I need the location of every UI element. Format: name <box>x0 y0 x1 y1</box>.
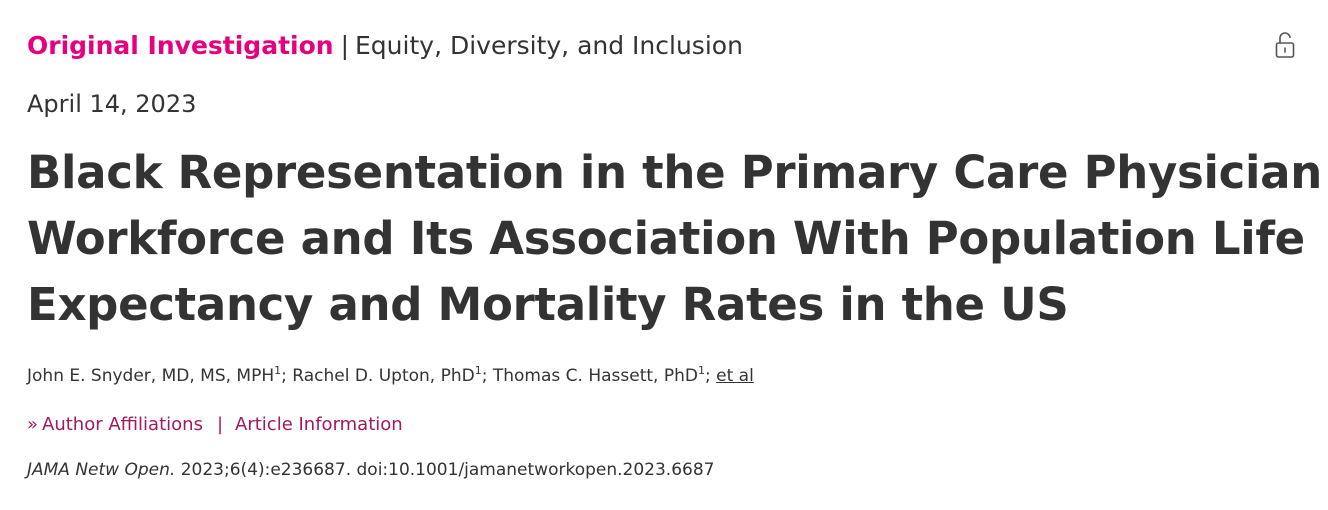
links-separator: | <box>216 414 224 435</box>
title-line: Black Representation in the Primary Care… <box>27 146 1322 199</box>
article-information-link[interactable]: Article Information <box>235 414 403 435</box>
author-affiliations-link[interactable]: » Author Affiliations <box>27 414 203 435</box>
author-name[interactable]: John E. Snyder, MD, MS, MPH <box>27 366 275 386</box>
article-kicker: Original Investigation | Equity, Diversity… <box>27 29 743 63</box>
author-name[interactable]: Thomas C. Hassett, PhD <box>492 366 698 386</box>
publication-date: April 14, 2023 <box>27 90 197 118</box>
affiliation-marker: 1 <box>274 364 282 377</box>
affiliation-marker: 1 <box>697 364 705 377</box>
affiliation-marker: 1 <box>474 364 482 377</box>
journal-abbrev: JAMA Netw Open. <box>27 460 176 480</box>
citation-details: 2023;6(4):e236687. doi:10.1001/jamanetwo… <box>180 460 715 480</box>
author-separator: ; <box>704 366 717 386</box>
article-title: Black Representation in the Primary Care… <box>27 140 1322 338</box>
title-line: Workforce and Its Association With Popul… <box>27 212 1305 265</box>
kicker-separator: | <box>340 31 350 60</box>
title-line: Expectancy and Mortality Rates in the US <box>27 278 1069 331</box>
section-label[interactable]: Equity, Diversity, and Inclusion <box>355 31 743 60</box>
article-type-label[interactable]: Original Investigation <box>27 31 334 60</box>
open-lock-icon <box>1273 30 1297 60</box>
author-list: John E. Snyder, MD, MS, MPH1; Rachel D. … <box>27 362 754 390</box>
et-al-link[interactable]: et al <box>716 366 754 386</box>
author-separator: ; <box>281 366 293 386</box>
author-separator: ; <box>481 366 493 386</box>
article-links: » Author Affiliations | Article Information <box>27 411 403 439</box>
double-chevron-right-icon: » <box>27 414 39 435</box>
author-affiliations-label: Author Affiliations <box>42 414 203 435</box>
author-name[interactable]: Rachel D. Upton, PhD <box>292 366 475 386</box>
citation: JAMA Netw Open. 2023;6(4):e236687. doi:1… <box>27 456 714 484</box>
